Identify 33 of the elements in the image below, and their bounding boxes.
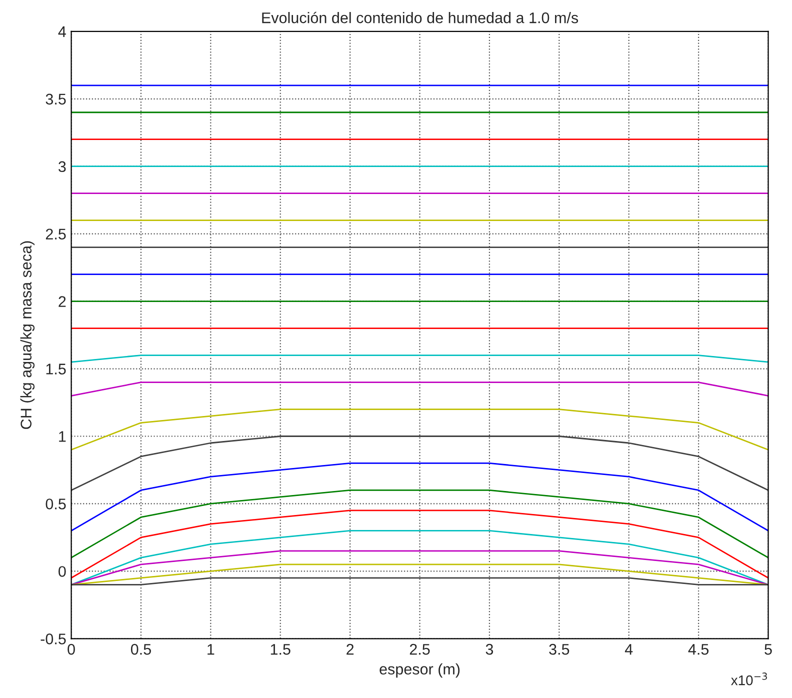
line-series bbox=[71, 510, 768, 579]
x-axis-title: espesor (m) bbox=[380, 663, 460, 678]
line-series bbox=[71, 436, 768, 491]
text: x10$^{−3}$ bbox=[731, 672, 767, 686]
x-tick-label: 2 bbox=[346, 644, 354, 655]
line-series bbox=[71, 490, 768, 558]
y-tick-label: 2 bbox=[58, 296, 66, 307]
line-series bbox=[71, 462, 768, 532]
x-tick-label: 0 bbox=[68, 644, 75, 655]
line-series bbox=[71, 550, 768, 586]
y-tick-label: 1.5 bbox=[46, 364, 66, 374]
y-tick-label: 0.5 bbox=[46, 498, 66, 510]
x-tick-label: 3.5 bbox=[549, 644, 570, 655]
x-tick-label: 5 bbox=[764, 644, 772, 655]
y-tick-label: 4 bbox=[58, 26, 66, 37]
x-tick-label: 1.5 bbox=[270, 644, 290, 655]
y-tick-label: 3.5 bbox=[46, 94, 66, 105]
line-series bbox=[71, 564, 768, 586]
line-series bbox=[71, 408, 768, 450]
y-tick-label: -0.5 bbox=[40, 634, 66, 644]
y-tick-label: 0 bbox=[58, 566, 66, 577]
y-tick-label: 1 bbox=[59, 431, 66, 442]
chart-title: Evolución del contenido de humedad a 1.0 m/s bbox=[262, 12, 578, 24]
x-tick-label: 0.5 bbox=[130, 644, 151, 655]
x-tick-label: 1 bbox=[208, 644, 214, 655]
line-series bbox=[71, 530, 768, 586]
y-tick-label: 2.5 bbox=[46, 228, 66, 240]
x-tick-label: 4.5 bbox=[688, 644, 709, 655]
x-tick-label: 2.5 bbox=[410, 644, 430, 655]
x-tick-label: 3 bbox=[486, 644, 494, 655]
x-tick-label: 4 bbox=[624, 644, 633, 655]
y-tick-label: 3 bbox=[58, 161, 66, 172]
y-axis-title: CH (kg agua/kg masa seca) bbox=[20, 241, 35, 429]
